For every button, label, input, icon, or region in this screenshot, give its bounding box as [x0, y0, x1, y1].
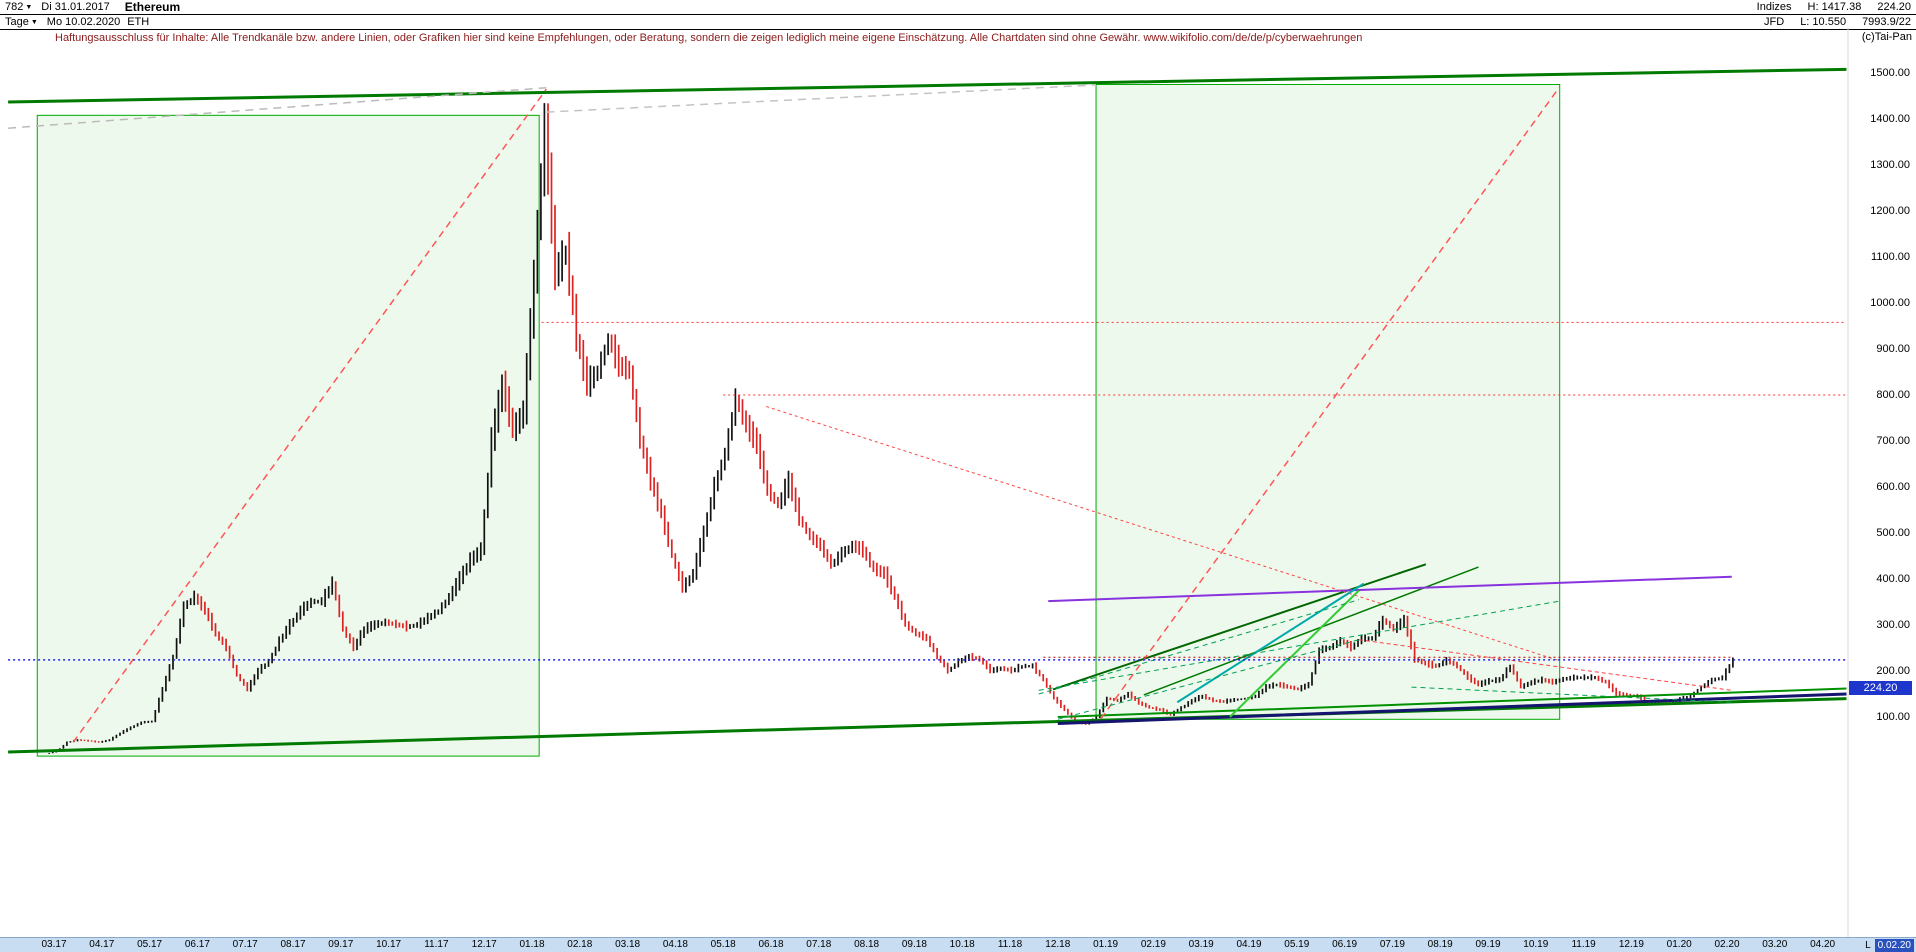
- price-axis-label: 600.00: [1876, 481, 1910, 493]
- red-dashed-uptrend-2017[interactable]: [72, 88, 547, 743]
- highlight-box-2019[interactable]: [1095, 84, 1561, 720]
- grey-dashed-top-2[interactable]: [546, 84, 1097, 113]
- time-axis: L 0.02.20 03.17 04.17 05.17 06.17 07.17 08.17…: [0, 937, 1916, 952]
- time-axis-label: 08.18: [854, 939, 880, 950]
- time-axis-label: 08.17: [280, 939, 306, 950]
- price-axis-label: 1500.00: [1870, 67, 1910, 79]
- price-axis-label: 1200.00: [1870, 205, 1910, 217]
- header-row-2: Tage ▼ Mo 10.02.2020 ETH JFD L: 10.550 7…: [0, 15, 1916, 30]
- time-axis-label: 10.18: [949, 939, 975, 950]
- copyright-label: (c)Tai-Pan: [1861, 31, 1912, 43]
- low-value: L: 10.550: [1800, 16, 1847, 28]
- time-axis-label: 09.19: [1475, 939, 1501, 950]
- time-axis-label: 11.18: [997, 939, 1023, 950]
- green-dashed-2[interactable]: [1038, 599, 1360, 695]
- lower-support-line[interactable]: [8, 697, 1847, 754]
- red-dashed-uptrend-2019[interactable]: [1100, 86, 1561, 720]
- disclaimer-text: Haftungsausschluss für Inhalte: Alle Tre…: [55, 32, 1363, 44]
- price-axis-label: 1300.00: [1870, 159, 1910, 171]
- chart-area: 1500.00 1400.00 1300.00 1200.00 1100.00 1000.…: [0, 28, 1916, 938]
- time-cursor-value: 0.02.20: [1874, 938, 1914, 952]
- price-axis-label: 700.00: [1876, 435, 1910, 447]
- time-axis-label: 06.17: [184, 939, 210, 950]
- time-axis-label: 04.18: [662, 939, 688, 950]
- time-axis-label: 12.18: [1045, 939, 1071, 950]
- time-axis-label: 01.18: [519, 939, 545, 950]
- time-axis-label: 10.17: [376, 939, 402, 950]
- time-axis-label: 06.18: [758, 939, 784, 950]
- index-group-label: Indizes: [1756, 1, 1792, 13]
- broker-label: JFD: [1764, 16, 1785, 28]
- header-row-1: 782 ▼ Di 31.01.2017 Ethereum Indizes H: …: [0, 0, 1916, 15]
- time-axis-label: 07.17: [232, 939, 258, 950]
- periods-dropdown[interactable]: 782 ▼: [3, 1, 34, 13]
- start-date-field[interactable]: Di 31.01.2017: [41, 1, 110, 13]
- time-axis-label: 09.17: [328, 939, 354, 950]
- time-axis-label: 07.18: [806, 939, 832, 950]
- price-axis-label: 400.00: [1876, 573, 1910, 585]
- price-axis-label: 300.00: [1876, 619, 1910, 631]
- green-dashed-1[interactable]: [1038, 600, 1560, 691]
- upper-channel-line[interactable]: [8, 67, 1847, 104]
- chevron-down-icon: ▼: [25, 3, 33, 11]
- mid-green-support[interactable]: [1057, 687, 1847, 718]
- time-axis-label: 06.19: [1332, 939, 1358, 950]
- end-date-field[interactable]: Mo 10.02.2020: [46, 16, 121, 28]
- time-axis-label: 03.20: [1762, 939, 1788, 950]
- time-axis-label: 07.19: [1379, 939, 1405, 950]
- price-axis-label: 1100.00: [1871, 251, 1910, 263]
- highlight-box-2017[interactable]: [36, 114, 540, 757]
- price-axis-label: 500.00: [1876, 527, 1910, 539]
- periods-value: 782: [5, 1, 24, 13]
- time-axis-label: 04.19: [1236, 939, 1262, 950]
- time-axis-label: 08.19: [1427, 939, 1453, 950]
- price-axis-label: 900.00: [1876, 343, 1910, 355]
- green-uptrend-arrow[interactable]: [1052, 563, 1427, 691]
- current-price-badge: 224.20: [1849, 680, 1912, 695]
- timeframe-dropdown[interactable]: Tage ▼: [3, 16, 40, 28]
- time-axis-label: 12.17: [471, 939, 497, 950]
- time-axis-label: 01.20: [1666, 939, 1692, 950]
- time-axis-label: 04.17: [89, 939, 115, 950]
- last-price-value: 224.20: [1877, 1, 1911, 13]
- navy-support-line[interactable]: [1057, 692, 1847, 725]
- time-axis-label: 03.19: [1188, 939, 1214, 950]
- price-axis-label: 200.00: [1876, 665, 1910, 677]
- time-cursor-label: L: [1865, 939, 1871, 951]
- violet-resistance[interactable]: [1048, 575, 1732, 603]
- price-chart[interactable]: [0, 28, 1916, 938]
- green-dashed-4[interactable]: [1057, 639, 1360, 720]
- time-axis-label: 09.18: [901, 939, 927, 950]
- instrument-title: Ethereum: [124, 0, 181, 14]
- time-axis-label: 03.17: [41, 939, 67, 950]
- timeframe-value: Tage: [5, 16, 29, 28]
- time-axis-label: 10.19: [1523, 939, 1549, 950]
- time-axis-label: 02.20: [1714, 939, 1740, 950]
- time-axis-label: 11.17: [424, 939, 449, 950]
- time-axis-label: 02.18: [567, 939, 593, 950]
- time-axis-label: 04.20: [1810, 939, 1836, 950]
- price-axis-label: 800.00: [1876, 389, 1910, 401]
- time-cursor: L 0.02.20: [1865, 938, 1914, 952]
- bright-green-uptrend[interactable]: [1229, 589, 1360, 718]
- price-axis-label: 100.00: [1876, 711, 1910, 723]
- high-value: H: 1417.38: [1807, 1, 1862, 13]
- time-axis-label: 11.19: [1571, 939, 1596, 950]
- volume-value: 7993.9/22: [1862, 16, 1911, 28]
- time-axis-label: 01.19: [1093, 939, 1119, 950]
- symbol-label: ETH: [127, 16, 150, 28]
- time-axis-label: 02.19: [1140, 939, 1166, 950]
- cyan-uptrend[interactable]: [1176, 582, 1365, 704]
- grey-dashed-top-1[interactable]: [8, 86, 547, 129]
- time-axis-label: 03.18: [615, 939, 641, 950]
- time-axis-label: 05.18: [710, 939, 736, 950]
- time-axis-label: 12.19: [1618, 939, 1644, 950]
- price-axis-label: 1400.00: [1870, 113, 1910, 125]
- red-dashed-downtrend[interactable]: [766, 406, 1560, 662]
- time-axis-label: 05.19: [1284, 939, 1310, 950]
- chevron-down-icon: ▼: [30, 18, 38, 26]
- price-axis-label: 1000.00: [1870, 297, 1910, 309]
- time-axis-label: 05.17: [137, 939, 163, 950]
